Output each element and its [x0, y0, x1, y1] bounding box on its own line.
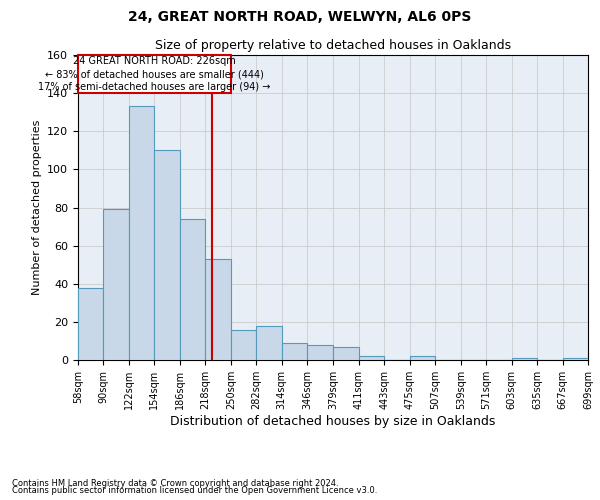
Text: 24 GREAT NORTH ROAD: 226sqm
← 83% of detached houses are smaller (444)
17% of se: 24 GREAT NORTH ROAD: 226sqm ← 83% of det… [38, 56, 271, 92]
Title: Size of property relative to detached houses in Oaklands: Size of property relative to detached ho… [155, 40, 511, 52]
Text: 24, GREAT NORTH ROAD, WELWYN, AL6 0PS: 24, GREAT NORTH ROAD, WELWYN, AL6 0PS [128, 10, 472, 24]
Bar [129, 106, 154, 360]
Bar [359, 356, 385, 360]
X-axis label: Distribution of detached houses by size in Oaklands: Distribution of detached houses by size … [170, 414, 496, 428]
Bar [588, 354, 600, 360]
Bar [334, 346, 359, 360]
Text: Contains HM Land Registry data © Crown copyright and database right 2024.: Contains HM Land Registry data © Crown c… [12, 478, 338, 488]
Bar [563, 358, 588, 360]
Bar [307, 345, 332, 360]
Bar [231, 330, 256, 360]
Bar [180, 219, 205, 360]
Bar [512, 358, 537, 360]
Bar [256, 326, 281, 360]
Bar [154, 150, 180, 360]
Bar [410, 356, 435, 360]
Bar [205, 259, 231, 360]
FancyBboxPatch shape [78, 55, 231, 93]
Y-axis label: Number of detached properties: Number of detached properties [32, 120, 41, 295]
Bar [78, 288, 103, 360]
Bar [281, 343, 307, 360]
Bar [103, 210, 129, 360]
Text: Contains public sector information licensed under the Open Government Licence v3: Contains public sector information licen… [12, 486, 377, 495]
